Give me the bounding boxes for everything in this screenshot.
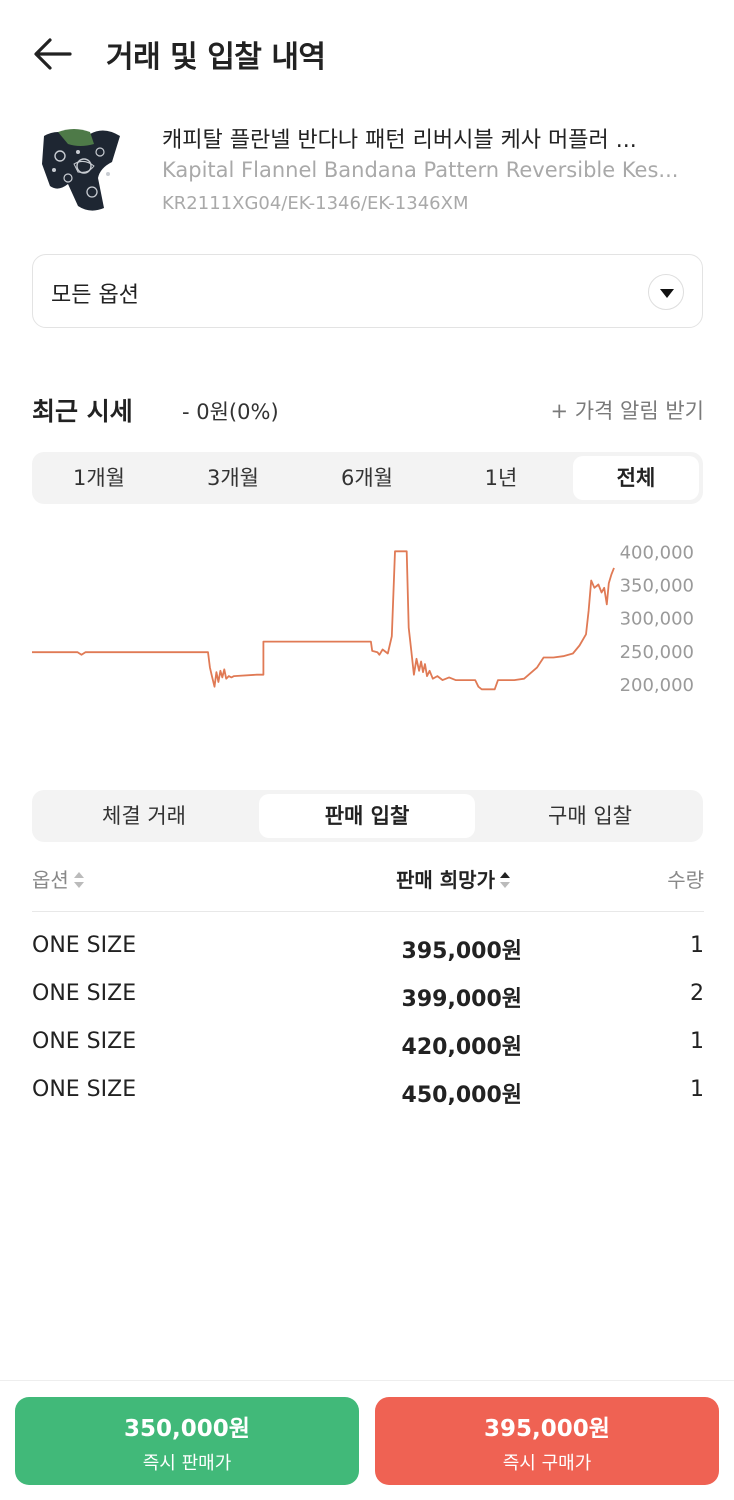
table-row: ONE SIZE 420,000원 1: [32, 1021, 704, 1069]
product-name-ko: 캐피탈 플란넬 반다나 패턴 리버시블 케사 머플러 ...: [162, 128, 637, 153]
column-option[interactable]: 옵션: [32, 864, 85, 893]
row-qty: 1: [690, 1077, 704, 1102]
tab-completed-trades[interactable]: 체결 거래: [102, 804, 186, 828]
option-select-value: 모든 옵션: [51, 283, 139, 308]
instant-sell-price: 350,000원: [124, 1416, 250, 1442]
column-price[interactable]: 판매 희망가: [396, 864, 511, 893]
y-axis-tick-label: 300,000: [620, 609, 694, 630]
instant-buy-label: 즉시 구매가: [502, 1453, 592, 1474]
recent-price-change: - 0원(0%): [182, 400, 279, 424]
trade-tabs: 체결 거래 판매 입찰 구매 입찰: [32, 790, 703, 842]
tab-buy-bids[interactable]: 구매 입찰: [548, 804, 632, 828]
bids-table-body: ONE SIZE 395,000원 1 ONE SIZE 399,000원 2 …: [32, 925, 704, 1117]
column-option-label: 옵션: [32, 868, 69, 892]
table-row: ONE SIZE 399,000원 2: [32, 973, 704, 1021]
recent-price-title: 최근 시세: [32, 397, 133, 426]
y-axis-tick-label: 400,000: [620, 542, 694, 563]
row-option: ONE SIZE: [32, 933, 137, 958]
tab-6-months[interactable]: 6개월: [340, 466, 393, 490]
column-qty-label: 수량: [667, 868, 704, 892]
period-tabs: 1개월 3개월 6개월 1년 전체: [32, 452, 703, 504]
row-option: ONE SIZE: [32, 1029, 137, 1054]
sort-icon: [499, 870, 511, 890]
row-qty: 2: [690, 981, 704, 1006]
column-qty[interactable]: 수량: [667, 864, 704, 893]
y-axis-tick-label: 250,000: [620, 642, 694, 663]
price-line-series: [32, 550, 615, 691]
product-name-en: Kapital Flannel Bandana Pattern Reversib…: [162, 158, 679, 182]
y-axis-tick-label: 350,000: [620, 576, 694, 597]
bottom-action-bar: 350,000원 즉시 판매가 395,000원 즉시 구매가: [0, 1380, 734, 1500]
option-select[interactable]: 모든 옵션: [32, 254, 703, 328]
instant-sell-button[interactable]: 350,000원 즉시 판매가: [15, 1397, 359, 1485]
price-chart-svg: 400,000 350,000 300,000 250,000 200,000: [32, 542, 694, 696]
tab-sell-bids[interactable]: 판매 입찰: [259, 794, 475, 838]
product-code: KR2111XG04/EK-1346/EK-1346XM: [162, 193, 469, 214]
row-option: ONE SIZE: [32, 1077, 137, 1102]
back-arrow-icon[interactable]: [30, 32, 78, 76]
instant-sell-label: 즉시 판매가: [142, 1453, 232, 1474]
table-row: ONE SIZE 450,000원 1: [32, 1069, 704, 1117]
price-alert-link[interactable]: + 가격 알림 받기: [550, 399, 704, 423]
recent-price-header: 최근 시세 - 0원(0%) + 가격 알림 받기: [32, 392, 704, 432]
instant-buy-price: 395,000원: [484, 1416, 610, 1442]
row-price: 420,000원: [401, 1035, 522, 1060]
tab-1-month[interactable]: 1개월: [72, 466, 125, 490]
page-title: 거래 및 입찰 내역: [106, 40, 326, 75]
header: 거래 및 입찰 내역: [0, 0, 734, 110]
product-thumbnail: [38, 122, 124, 212]
row-qty: 1: [690, 1029, 704, 1054]
tab-1-year[interactable]: 1년: [484, 466, 518, 490]
chevron-down-icon: [648, 274, 684, 310]
bids-table-header: 옵션 판매 희망가 수량: [32, 860, 704, 912]
product-summary[interactable]: 캐피탈 플란넬 반다나 패턴 리버시블 케사 머플러 ... Kapital F…: [32, 118, 704, 218]
price-chart: 400,000 350,000 300,000 250,000 200,000: [0, 530, 734, 720]
row-qty: 1: [690, 933, 704, 958]
table-row: ONE SIZE 395,000원 1: [32, 925, 704, 973]
row-option: ONE SIZE: [32, 981, 137, 1006]
column-price-label: 판매 희망가: [396, 868, 495, 892]
row-price: 450,000원: [401, 1083, 522, 1108]
tab-3-months[interactable]: 3개월: [206, 466, 259, 490]
row-price: 399,000원: [401, 987, 522, 1012]
sort-icon: [73, 870, 85, 890]
instant-buy-button[interactable]: 395,000원 즉시 구매가: [375, 1397, 719, 1485]
row-price: 395,000원: [401, 939, 522, 964]
y-axis-tick-label: 200,000: [620, 675, 694, 696]
tab-all[interactable]: 전체: [573, 456, 699, 500]
